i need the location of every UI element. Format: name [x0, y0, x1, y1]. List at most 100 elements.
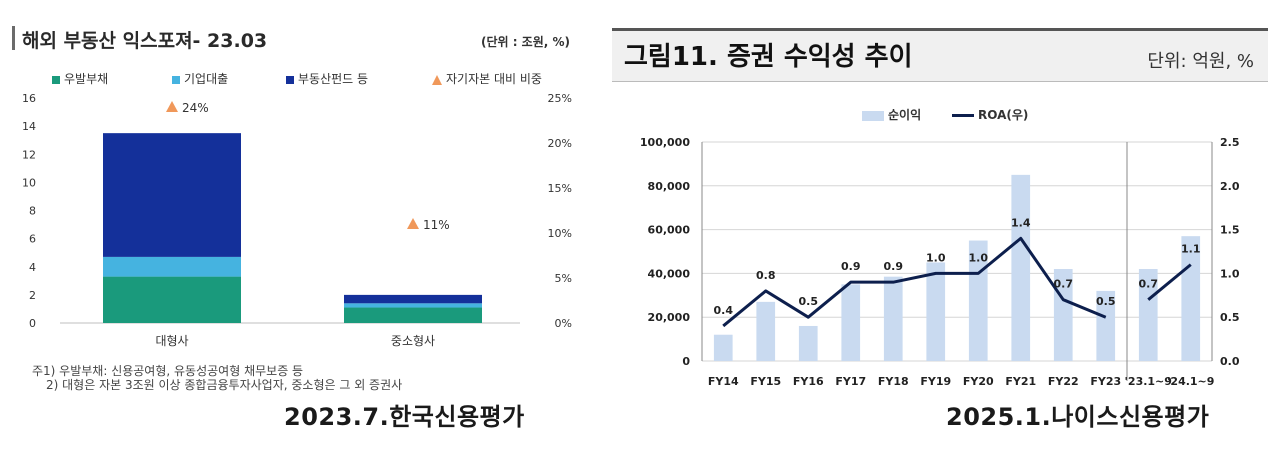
right-source-caption: 2025.1.나이스신용평가 [946, 403, 1210, 431]
x-tick-label: 대형사 [155, 334, 188, 348]
roa-data-label: 1.1 [1181, 243, 1201, 256]
x-tick-label: FY19 [920, 375, 951, 388]
ratio-data-label: 24% [182, 101, 209, 115]
x-tick-label: 중소형사 [391, 334, 435, 348]
legend-item-roa: ROA(우) [952, 106, 1028, 123]
footnote-1: 주1) 우발부채: 신용공여형, 유동성공여형 채무보증 등 [32, 364, 304, 378]
y-tick-label: 6 [29, 233, 36, 246]
footnote-2: 2) 대형은 자본 3조원 이상 종합금융투자사업자, 중소형은 그 외 증권사 [46, 378, 403, 392]
y-tick-label: 12 [22, 148, 36, 161]
left-legend: 우발부채 기업대출 부동산펀드 등 자기자본 대비 비중 [52, 70, 572, 86]
y-tick-label: 100,000 [640, 136, 690, 149]
bar-segment-0 [344, 307, 482, 323]
x-tick-label: '23.1~9 [1125, 375, 1172, 388]
roa-data-label: 0.8 [756, 269, 776, 282]
left-unit-label: (단위 : 조원, %) [480, 35, 570, 49]
y2-tick-label: 10% [548, 227, 572, 240]
left-source-caption: 2023.7.한국신용평가 [284, 403, 525, 431]
legend-item-contingent: 우발부채 [52, 70, 108, 87]
x-tick-label: FY20 [963, 375, 994, 388]
y2-tick-label: 15% [548, 182, 572, 195]
legend-item-real-estate-fund: 부동산펀드 등 [286, 70, 368, 87]
right-legend: 순이익 ROA(우) [862, 106, 1102, 122]
y2-tick-label: 1.5 [1220, 224, 1240, 237]
legend-item-net-income: 순이익 [862, 106, 921, 123]
x-tick-label: FY18 [878, 375, 909, 388]
bar-segment-0 [103, 276, 241, 323]
x-tick-label: FY22 [1048, 375, 1079, 388]
y-tick-label: 40,000 [648, 267, 691, 280]
legend-item-equity-ratio: 자기자본 대비 비중 [432, 70, 542, 87]
ratio-marker [407, 218, 419, 229]
legend-swatch-icon [286, 75, 294, 84]
legend-label: 기업대출 [184, 72, 229, 86]
y-tick-label: 10 [22, 176, 36, 189]
legend-label: 자기자본 대비 비중 [446, 72, 542, 86]
roa-data-label: 0.9 [884, 260, 904, 273]
y-tick-label: 4 [29, 261, 36, 274]
left-chart-title: 해외 부동산 익스포져- 23.03 [22, 30, 268, 52]
legend-swatch-icon [172, 75, 180, 84]
legend-line-icon [952, 114, 974, 117]
net-income-bar [841, 284, 861, 361]
legend-swatch-icon [52, 75, 60, 84]
y-tick-label: 2 [29, 289, 36, 302]
y2-tick-label: 1.0 [1220, 267, 1240, 280]
net-income-bar [926, 262, 946, 361]
right-unit-label: 단위: 억원, % [1147, 51, 1254, 72]
bar-segment-2 [103, 133, 241, 257]
legend-swatch-icon [862, 110, 884, 121]
bar-segment-1 [344, 303, 482, 308]
roa-line [722, 236, 1107, 328]
y2-tick-label: 5% [555, 272, 572, 285]
right-title-bar [612, 28, 1268, 82]
left-chart-panel: 해외 부동산 익스포져- 23.03 (단위 : 조원, %) 우발부채 기업대… [0, 0, 600, 457]
legend-item-corporate-loan: 기업대출 [172, 70, 228, 87]
net-income-bar [756, 301, 776, 361]
bar-segment-1 [103, 256, 241, 277]
roa-line [1147, 263, 1192, 301]
y2-tick-label: 0% [555, 317, 572, 330]
x-tick-label: '24.1~9 [1167, 375, 1214, 388]
y2-tick-label: 0.0 [1220, 355, 1240, 368]
x-tick-label: FY14 [708, 375, 739, 388]
net-income-bar [1096, 290, 1116, 361]
y-tick-label: 8 [29, 205, 36, 218]
x-tick-label: FY16 [793, 375, 824, 388]
roa-data-label: 1.4 [1011, 216, 1031, 229]
x-tick-label: FY17 [835, 375, 866, 388]
net-income-bar [713, 334, 733, 361]
x-tick-label: FY15 [750, 375, 781, 388]
right-chart-panel: 그림11. 증권 수익성 추이 단위: 억원, % 순이익 ROA(우) 0 20… [612, 0, 1280, 457]
y2-tick-label: 2.0 [1220, 180, 1240, 193]
x-tick-label: FY23 [1090, 375, 1121, 388]
bar-segment-2 [344, 294, 482, 304]
right-chart-title: 그림11. 증권 수익성 추이 [624, 42, 913, 72]
x-tick-label: FY21 [1005, 375, 1036, 388]
triangle-marker-icon [432, 74, 442, 85]
y2-tick-label: 0.5 [1220, 311, 1240, 324]
roa-data-label: 0.5 [799, 295, 819, 308]
net-income-bar [1138, 269, 1158, 361]
ratio-data-label: 11% [423, 218, 450, 232]
legend-label: 부동산펀드 등 [298, 72, 369, 86]
y-tick-label: 20,000 [648, 311, 691, 324]
y2-tick-label: 25% [548, 92, 572, 105]
net-income-bar [1011, 174, 1031, 361]
roa-data-label: 0.7 [1054, 278, 1074, 291]
roa-data-label: 0.7 [1139, 278, 1159, 291]
ratio-marker [166, 101, 178, 112]
roa-data-label: 1.0 [926, 251, 946, 264]
legend-label: 순이익 [888, 108, 922, 122]
title-accent-bar [12, 26, 15, 50]
roa-data-label: 0.5 [1096, 295, 1116, 308]
y2-tick-label: 20% [548, 137, 572, 150]
y-tick-label: 16 [22, 92, 36, 105]
net-income-bar [883, 276, 903, 361]
roa-data-label: 0.9 [841, 260, 861, 273]
y-tick-label: 0 [29, 317, 36, 330]
roa-data-label: 0.4 [714, 304, 734, 317]
right-bar-line-chart: 0 20,000 40,000 60,000 80,000 100,000 0.0 0.5 1.… [640, 136, 1240, 388]
y-tick-label: 80,000 [648, 180, 691, 193]
